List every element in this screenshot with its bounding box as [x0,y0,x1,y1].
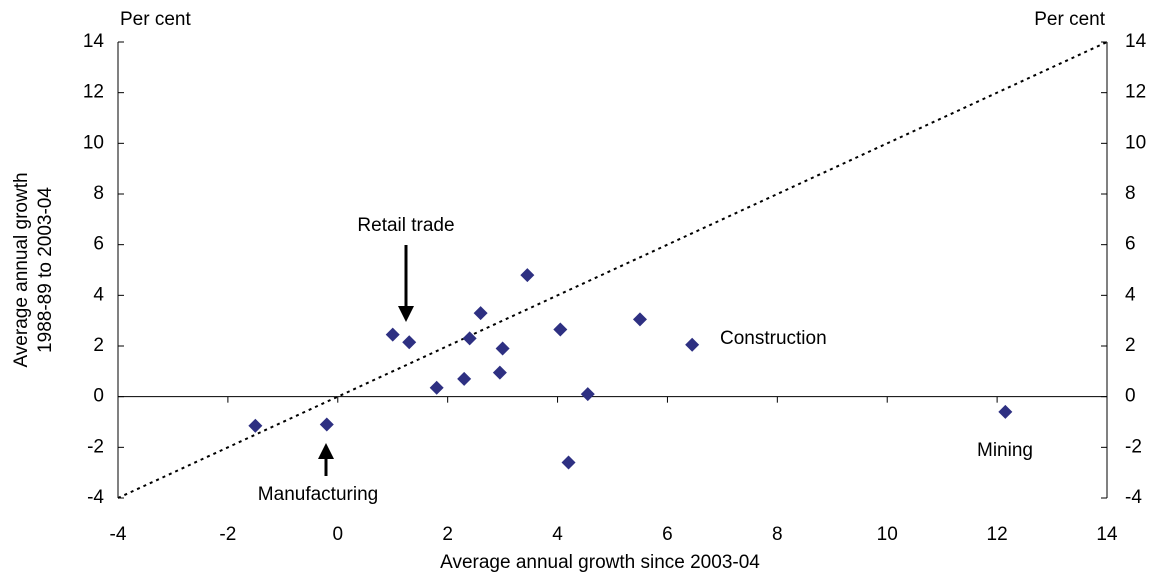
y2-tick-label: -4 [1125,487,1142,508]
y2-tick-label: 12 [1125,82,1146,103]
y-unit-label: Per cent [120,9,191,30]
y-axis-label: Average annual growth [11,172,32,367]
y-tick-label: -4 [87,487,104,508]
y2-tick-label: 14 [1125,31,1147,52]
point [553,322,568,337]
y2-tick-label: 2 [1125,335,1136,356]
point [429,380,444,395]
y-tick-label: 6 [93,234,104,255]
point [685,337,700,352]
point [561,455,576,470]
y2-tick-label: -2 [1125,436,1142,457]
point [319,417,334,432]
x-tick-label: -2 [219,524,236,545]
point [457,371,472,386]
x-tick-label: 6 [662,524,673,545]
point [402,335,417,350]
x-axis-label: Average annual growth since 2003-04 [440,552,760,573]
arrowhead [398,306,414,322]
y-tick-label: 12 [83,82,104,103]
reference-line [117,41,1108,499]
annotation: Retail trade [357,215,454,236]
y-tick-label: 4 [93,284,104,305]
point [473,306,488,321]
annotation: Mining [977,440,1033,461]
y2-tick-label: 4 [1125,284,1136,305]
x-tick-label: 12 [987,524,1008,545]
point [462,331,477,346]
x-tick-label: 14 [1096,524,1118,545]
y2-unit-label: Per cent [1034,9,1105,30]
y2-tick-label: 10 [1125,132,1146,153]
x-tick-label: 0 [332,524,343,545]
point [492,365,507,380]
x-tick-label: 10 [877,524,898,545]
point [520,268,535,283]
arrowhead [318,443,334,459]
y-tick-label: 2 [93,335,104,356]
y-tick-label: -2 [87,436,104,457]
y2-tick-label: 0 [1125,386,1136,407]
x-tick-label: -4 [110,524,127,545]
y-tick-label: 14 [83,31,105,52]
point [248,418,263,433]
y2-tick-label: 6 [1125,234,1136,255]
point [580,387,595,402]
x-tick-label: 4 [552,524,563,545]
y-tick-label: 8 [93,183,104,204]
y2-tick-label: 8 [1125,183,1136,204]
x-tick-label: 8 [772,524,783,545]
y-axis-label: 1988-89 to 2003-04 [35,187,56,353]
y-tick-label: 0 [93,386,104,407]
point [632,312,647,327]
point [998,404,1013,419]
y-tick-label: 10 [83,132,104,153]
annotation: Construction [720,328,827,349]
annotation: Manufacturing [258,484,378,505]
x-tick-label: 2 [442,524,453,545]
point [495,341,510,356]
point [385,327,400,342]
